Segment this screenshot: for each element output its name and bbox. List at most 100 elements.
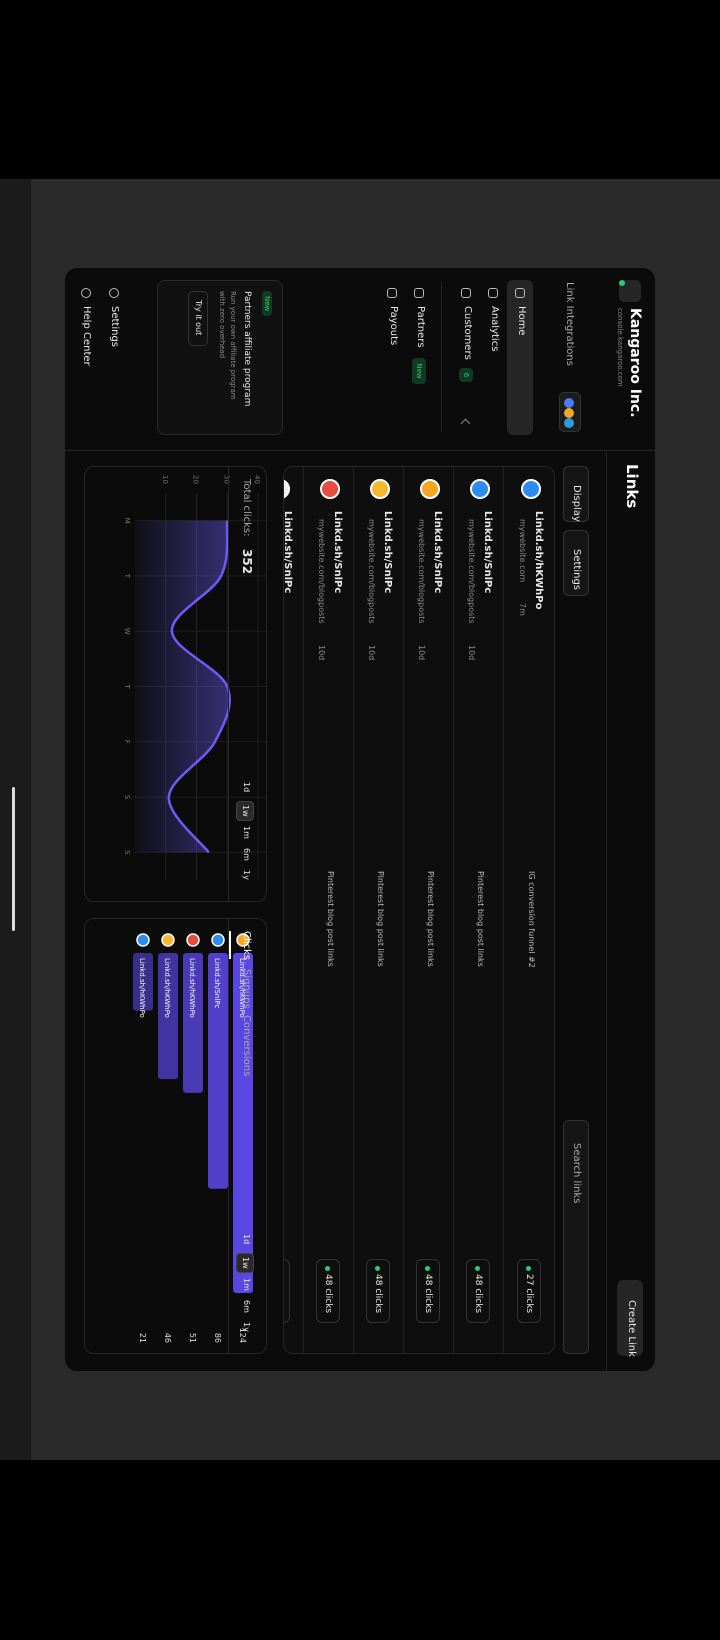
side-strip	[0, 179, 31, 1460]
footer-item[interactable]: Settings	[101, 280, 125, 435]
link-row[interactable]: Linkd.sh/hKWhPo mywebsite.com 7m IG convers…	[504, 467, 554, 1354]
x-tick-label: S	[123, 850, 131, 855]
nav-icon	[414, 288, 424, 298]
link-name: Linkd.sh/hKWhPo	[533, 511, 544, 610]
period-button[interactable]: 1y	[236, 1319, 254, 1339]
bar-icon	[236, 933, 250, 947]
period-button[interactable]: 1w	[236, 1253, 254, 1273]
settings-label: Settings	[571, 549, 582, 591]
bar-icon	[136, 933, 150, 947]
tab-label[interactable]: Clicks	[241, 931, 252, 961]
click-pill: 48 clicks	[316, 1259, 340, 1323]
link-url: mywebsite.com/blogposts	[417, 519, 426, 624]
value-label: 86	[213, 1333, 222, 1343]
y-tick-label: 10	[161, 475, 169, 484]
nav-icon	[488, 288, 498, 298]
y-tick-label: 20	[192, 475, 200, 484]
period-button[interactable]: 1y	[236, 867, 254, 887]
promo-card: New Partners affiliate program Run your ow…	[157, 280, 283, 435]
nav-badge: New	[412, 358, 426, 384]
settings-button[interactable]: Settings	[563, 530, 589, 596]
footer-icon	[109, 288, 119, 298]
page-title: Links	[623, 464, 641, 509]
value-label: 21	[138, 1333, 147, 1343]
nav-item[interactable]: Analytics	[480, 280, 506, 435]
period-label: 1y	[242, 1322, 251, 1332]
period-button[interactable]: 6m	[236, 845, 254, 865]
integration-icon	[564, 408, 574, 418]
link-url: mywebsite.com/blogposts	[467, 519, 476, 624]
dashboard: Kangaroo Inc. console.kangaroo.com Link In…	[65, 268, 655, 1371]
period-button[interactable]: 1w	[236, 801, 254, 821]
link-icon	[320, 479, 340, 499]
period-label: 1y	[242, 870, 251, 880]
nav-label: Payouts	[388, 306, 399, 346]
link-age: 10d	[417, 645, 426, 661]
link-row[interactable]: Linkd.sh/SnlPcmywebsite.com/blogposts10d…	[283, 467, 304, 1354]
nav-item[interactable]: Payouts	[379, 280, 405, 435]
nav-item[interactable]: Partners New	[406, 280, 432, 435]
footer-label: Help Center	[81, 306, 92, 366]
promo-button[interactable]: Try it out	[188, 291, 208, 346]
link-age: 10d	[367, 645, 376, 661]
nav-item[interactable]: Home	[507, 280, 533, 435]
link-description: Pinterest blog post links	[376, 871, 385, 967]
period-button[interactable]: 6m	[236, 1297, 254, 1317]
link-icon	[370, 479, 390, 499]
promo-close[interactable]	[264, 417, 274, 427]
nav-label: Analytics	[489, 306, 500, 352]
x-tick-label: M	[123, 518, 131, 524]
switcher[interactable]	[621, 420, 637, 432]
click-pill: 48 clicks	[366, 1259, 390, 1323]
period-label: 6m	[242, 848, 251, 861]
x-tick-label: T	[123, 683, 131, 689]
period-button[interactable]: 1m	[236, 1275, 254, 1295]
sidebar-border	[65, 450, 655, 451]
footer-item[interactable]: Help Center	[73, 280, 97, 435]
drag-handle[interactable]	[12, 787, 15, 931]
y-tick-label: 30	[222, 475, 230, 484]
period-label: 1w	[241, 805, 250, 817]
link-url: mywebsite.com	[518, 519, 527, 583]
promo-text: with zero overhead	[218, 291, 226, 359]
links-card: Linkd.sh/hKWhPo mywebsite.com 7m IG convers…	[283, 466, 555, 1354]
link-icon	[420, 479, 440, 499]
nav-item[interactable]: Customers 6	[453, 280, 479, 435]
header-divider	[606, 451, 607, 1371]
create-link[interactable]: Create Link	[617, 1280, 643, 1357]
tab-label[interactable]: Conversions	[241, 1015, 252, 1077]
period-button[interactable]: 1d	[236, 779, 254, 799]
bar-icon	[161, 933, 175, 947]
link-name: Linkd.sh/SnlPc	[332, 511, 343, 594]
period-button[interactable]: 1m	[236, 823, 254, 843]
footer-label: Settings	[109, 306, 120, 348]
link-description: Pinterest blog post links	[283, 871, 285, 967]
link-description: Pinterest blog post links	[426, 871, 435, 967]
x-tick-label: T	[123, 573, 131, 579]
chart-divider	[228, 919, 229, 1354]
link-row[interactable]: Linkd.sh/SnlPc mywebsite.com/blogposts 10d…	[404, 467, 454, 1354]
company-name: Kangaroo Inc.	[627, 308, 643, 418]
click-dot	[475, 1266, 480, 1271]
footer-icon	[81, 288, 91, 298]
line-chart: 10 20 30 40 M T W T F S S	[123, 475, 266, 880]
bar	[133, 953, 153, 1011]
status-dot	[619, 280, 625, 286]
search-box[interactable]: Search links	[563, 1120, 589, 1354]
chart-title: Total clicks:	[241, 479, 252, 537]
chart-total: 352	[240, 549, 254, 575]
tab-label[interactable]: Signups	[241, 969, 252, 1009]
nav-icon	[461, 288, 471, 298]
link-name: Linkd.sh/SnlPc	[432, 511, 443, 594]
nav-label: Customers	[462, 306, 473, 360]
integration-icon	[564, 418, 574, 428]
click-dot	[425, 1266, 430, 1271]
display-button[interactable]: Display	[563, 466, 589, 522]
period-button[interactable]: 1d	[236, 1231, 254, 1251]
nav-icon	[515, 288, 525, 298]
click-dot	[375, 1266, 380, 1271]
bar-label: Linkd.sh/hKWhPo	[138, 958, 146, 1018]
